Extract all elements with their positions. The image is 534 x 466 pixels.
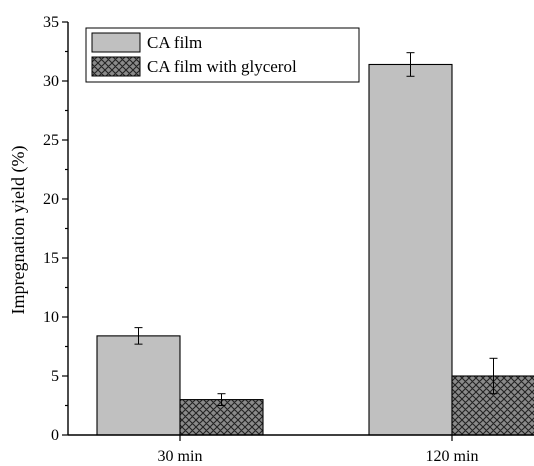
- x-tick-label: 120 min: [426, 448, 479, 465]
- y-axis: 0 5 10 15 20 25 30 35: [43, 14, 534, 444]
- bar-ca-film-120min: [368, 63, 453, 436]
- x-tick-labels: 30 min 120 min: [158, 435, 479, 465]
- y-tick-label: 30: [43, 73, 59, 90]
- legend: CA film CA film with glycerol: [85, 27, 360, 83]
- plot-area: [96, 52, 534, 436]
- y-tick-label: 5: [51, 368, 59, 385]
- y-tick-label: 35: [43, 14, 59, 31]
- legend-swatch: [91, 56, 141, 77]
- y-axis-label: Impregnation yield (%): [8, 146, 29, 315]
- x-tick-label: 30 min: [158, 448, 203, 465]
- y-tick-label: 10: [43, 309, 59, 326]
- legend-swatch: [91, 32, 141, 53]
- y-tick-label: 0: [51, 427, 59, 444]
- legend-label: CA film: [147, 33, 202, 52]
- y-tick-label: 25: [43, 132, 59, 149]
- bar-ca-film-30min: [96, 335, 181, 436]
- y-tick-label: 15: [43, 250, 59, 267]
- legend-label: CA film with glycerol: [147, 57, 297, 76]
- y-tick-label: 20: [43, 191, 59, 208]
